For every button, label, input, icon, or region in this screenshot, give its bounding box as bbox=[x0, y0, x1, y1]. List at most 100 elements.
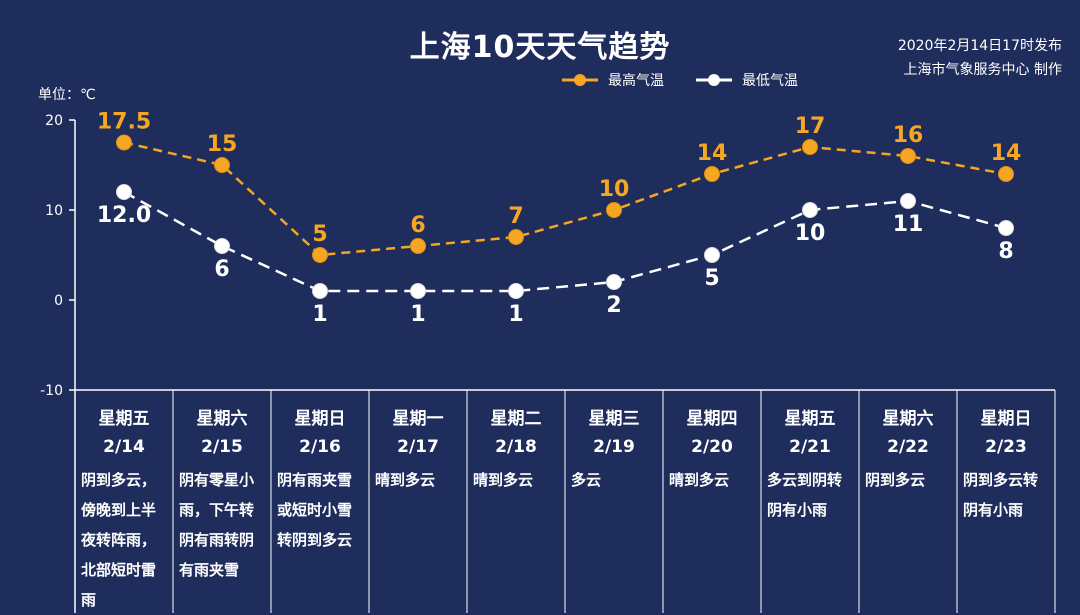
legend-low-label: 最低气温 bbox=[742, 73, 798, 89]
y-tick-label: 20 bbox=[45, 113, 63, 129]
high-temp-label: 14 bbox=[991, 141, 1022, 166]
high-temp-point bbox=[606, 202, 622, 218]
day-weather: 阴到多云 bbox=[859, 465, 957, 495]
publisher: 上海市气象服务中心 制作 bbox=[903, 62, 1062, 78]
day-weekday: 星期三 bbox=[588, 409, 640, 429]
day-weekday: 星期四 bbox=[686, 409, 738, 429]
day-date: 2/22 bbox=[887, 437, 929, 457]
day-column: 星期四 2/20 晴到多云 bbox=[663, 392, 761, 613]
weather-line: 阴有零星小 bbox=[179, 471, 255, 489]
high-temp-label: 16 bbox=[893, 123, 924, 148]
day-column: 星期三 2/19 多云 bbox=[565, 392, 663, 613]
y-tick-label: 0 bbox=[54, 293, 63, 309]
day-column: 星期日 2/23 阴到多云转 阴有小雨 bbox=[957, 392, 1055, 613]
day-column: 星期五 2/21 多云到阴转阴有小雨 bbox=[761, 392, 859, 613]
high-temp-point bbox=[410, 238, 426, 254]
weather-line: 阴到多云转 bbox=[963, 471, 1039, 489]
unit-label: 单位：℃ bbox=[38, 87, 96, 103]
day-date: 2/19 bbox=[593, 437, 635, 457]
legend-high-label: 最高气温 bbox=[608, 73, 664, 89]
high-temp-point bbox=[116, 134, 132, 151]
weather-line: 雨 bbox=[81, 591, 97, 609]
low-temp-label: 10 bbox=[795, 221, 826, 246]
weather-line: 雨，下午转 bbox=[179, 501, 255, 519]
day-date: 2/14 bbox=[103, 437, 145, 457]
day-weekday: 星期五 bbox=[98, 409, 150, 429]
low-temp-point bbox=[312, 283, 328, 299]
weather-line: 阴有雨夹雪 bbox=[277, 471, 353, 489]
weather-line: 阴有雨转阴 bbox=[179, 531, 255, 549]
legend-low: 最低气温 bbox=[694, 70, 798, 90]
issue-time: 2020年2月14日17时发布 bbox=[897, 38, 1062, 54]
low-temp-point bbox=[606, 274, 622, 290]
weather-line: 晴到多云 bbox=[473, 471, 534, 489]
high-temp-label: 10 bbox=[599, 177, 630, 202]
day-weekday: 星期二 bbox=[490, 409, 542, 429]
weather-line: 晴到多云 bbox=[669, 471, 730, 489]
low-temp-label: 8 bbox=[998, 239, 1013, 264]
weather-line: 有雨夹雪 bbox=[179, 561, 240, 579]
low-temp-point bbox=[508, 283, 524, 299]
weather-line: 或短时小雪 bbox=[277, 501, 353, 519]
day-date: 2/18 bbox=[495, 437, 537, 457]
day-date: 2/21 bbox=[789, 437, 831, 457]
y-tick-label: -10 bbox=[40, 383, 63, 399]
high-temp-point bbox=[802, 139, 818, 155]
weather-line: 多云到阴转 bbox=[767, 471, 843, 489]
low-temp-label: 12.0 bbox=[97, 203, 151, 228]
chart-legend: 最高气温 最低气温 bbox=[560, 70, 828, 90]
low-temp-point bbox=[116, 184, 132, 200]
day-column: 星期日 2/16 阴有雨夹雪 或短时小雪 转阴到多云 bbox=[271, 392, 369, 613]
low-temp-label: 11 bbox=[893, 212, 924, 237]
high-temp-label: 17.5 bbox=[97, 110, 151, 135]
issue-info: 2020年2月14日17时发布 上海市气象服务中心 制作 bbox=[898, 34, 1062, 82]
day-column: 星期五 2/14 阴到多云， 傍晚到上半 夜转阵雨， 北部短时雷雨 bbox=[75, 392, 173, 613]
day-date: 2/15 bbox=[201, 437, 243, 457]
low-temp-label: 6 bbox=[214, 257, 229, 282]
day-weekday: 星期一 bbox=[392, 409, 444, 429]
high-temp-point bbox=[312, 247, 328, 263]
day-weather: 阴到多云转 阴有小雨 bbox=[957, 465, 1055, 525]
high-temp-point bbox=[508, 229, 524, 245]
low-temp-label: 1 bbox=[410, 302, 425, 327]
high-temp-point bbox=[214, 157, 230, 173]
day-weather: 多云 bbox=[565, 465, 663, 495]
high-temp-point bbox=[900, 148, 916, 164]
day-weather: 阴有雨夹雪或短时小雪转阴到多云 bbox=[271, 465, 369, 555]
high-temp-point bbox=[704, 166, 720, 182]
weather-line: 夜转阵雨， bbox=[81, 531, 157, 549]
high-temp-line bbox=[123, 141, 1007, 257]
high-temp-label: 15 bbox=[207, 132, 238, 157]
day-weekday: 星期六 bbox=[196, 409, 248, 429]
weather-line: 阴有小雨 bbox=[767, 501, 828, 519]
day-date: 2/17 bbox=[397, 437, 439, 457]
weather-line: 阴到多云， bbox=[81, 471, 157, 489]
chart-title: 上海10天天气趋势 bbox=[409, 30, 671, 65]
day-weekday: 星期五 bbox=[784, 409, 836, 429]
low-temp-label: 1 bbox=[312, 302, 327, 327]
day-weather: 晴到多云 bbox=[467, 465, 565, 495]
day-column: 星期二 2/18 晴到多云 bbox=[467, 392, 565, 613]
day-column: 星期六 2/22 阴到多云 bbox=[859, 392, 957, 613]
weather-line: 晴到多云 bbox=[375, 471, 436, 489]
weather-line: 阴到多云 bbox=[865, 471, 926, 489]
day-weather: 阴有零星小雨，下午转阴有雨转阴有雨夹雪 bbox=[173, 465, 271, 585]
day-column: 星期六 2/15 阴有零星小雨，下午转阴有雨转阴有雨夹雪 bbox=[173, 392, 271, 613]
low-temp-label: 2 bbox=[606, 293, 621, 318]
low-temp-point bbox=[410, 283, 426, 299]
day-date: 2/20 bbox=[691, 437, 733, 457]
weather-line: 转阴到多云 bbox=[277, 531, 353, 549]
low-temp-line bbox=[123, 190, 1007, 293]
day-weather: 多云到阴转 阴有小雨 bbox=[761, 465, 859, 525]
high-temp-point bbox=[998, 166, 1014, 182]
low-temp-label: 1 bbox=[508, 302, 523, 327]
high-temp-label: 17 bbox=[795, 114, 826, 139]
day-weekday: 星期日 bbox=[980, 409, 1032, 429]
day-column: 星期一 2/17 晴到多云 bbox=[369, 392, 467, 613]
low-temp-point bbox=[214, 238, 230, 254]
high-temp-label: 7 bbox=[508, 204, 523, 229]
day-date: 2/16 bbox=[299, 437, 341, 457]
high-temp-label: 14 bbox=[697, 141, 728, 166]
low-temp-point bbox=[802, 202, 818, 218]
